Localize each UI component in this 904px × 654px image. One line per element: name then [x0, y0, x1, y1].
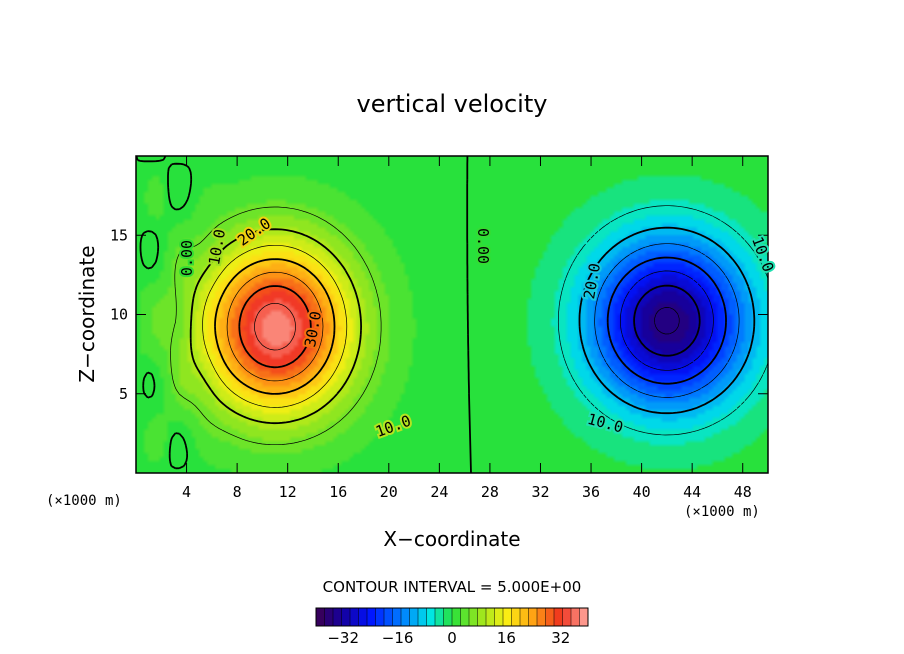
- contour-line-25: [226, 271, 324, 382]
- colorbar-swatch: [469, 608, 478, 626]
- x-tick-label: 4: [182, 483, 191, 501]
- x-tick-label: 24: [430, 483, 448, 501]
- x-tick-label: 36: [582, 483, 600, 501]
- colorbar-swatch: [401, 608, 410, 626]
- chart-title: vertical velocity: [357, 90, 548, 118]
- colorbar-tick-label: −16: [382, 629, 414, 647]
- colorbar-swatch: [409, 608, 419, 626]
- contour-line-neg35: [654, 307, 680, 335]
- colorbar-swatch: [316, 608, 325, 626]
- contour-line-30: [238, 285, 312, 369]
- x-tick-label: 12: [279, 483, 297, 501]
- contour-line-0: [136, 156, 472, 473]
- colorbar-swatch: [435, 608, 444, 626]
- x-tick-label: 40: [633, 483, 651, 501]
- contour-line-neg25: [620, 270, 714, 371]
- colorbar-swatch: [341, 608, 351, 626]
- colorbar-swatch: [333, 608, 342, 626]
- contour-line-neg30: [633, 284, 701, 357]
- y-axis-label: Z−coordinate: [75, 245, 99, 382]
- colorbar-swatch: [460, 608, 470, 626]
- y-tick-label: 10: [110, 306, 128, 324]
- x-tick-label: 44: [683, 483, 701, 501]
- colorbar-swatch: [375, 608, 385, 626]
- colorbar-swatch: [494, 608, 504, 626]
- x-tick-label: 8: [233, 483, 242, 501]
- x-axis-label: X−coordinate: [383, 527, 520, 551]
- colorbar-swatch: [392, 608, 402, 626]
- colorbar-swatch: [367, 608, 376, 626]
- colorbar-swatch: [358, 608, 368, 626]
- colorbar-swatch: [324, 608, 334, 626]
- colorbar-swatch: [554, 608, 563, 626]
- colorbar-swatch: [486, 608, 495, 626]
- colorbar-swatch: [452, 608, 461, 626]
- colorbar-tick-label: 16: [497, 629, 516, 647]
- colorbar-swatch: [426, 608, 436, 626]
- colorbar-swatch: [384, 608, 393, 626]
- contour-line-15: [202, 244, 348, 408]
- colorbar-tick-label: 0: [447, 629, 457, 647]
- colorbar-swatch: [545, 608, 555, 626]
- x-tick-label: 16: [329, 483, 347, 501]
- contour-line-neg10: [578, 226, 756, 415]
- contour-line-5: [170, 206, 382, 446]
- colorbar-swatch: [562, 608, 572, 626]
- contour-line-neg20: [606, 256, 727, 385]
- contour-line-35: [254, 302, 296, 351]
- colorbar-swatch: [537, 608, 546, 626]
- x-tick-label: 32: [531, 483, 549, 501]
- contour-line-neg15: [594, 243, 740, 398]
- x-tick-label: 28: [481, 483, 499, 501]
- velocity-field-image: [136, 156, 768, 473]
- contour-label-0-left: 0.00: [178, 240, 196, 276]
- contour-line-10: [189, 228, 362, 425]
- colorbar-swatch: [477, 608, 487, 626]
- x-tick-label: 48: [734, 483, 752, 501]
- colorbar-swatch: [503, 608, 512, 626]
- colorbar-tick-label: −32: [327, 629, 359, 647]
- contour-interval-text: CONTOUR INTERVAL = 5.000E+00: [323, 578, 582, 596]
- colorbar-swatch: [520, 608, 529, 626]
- colorbar-swatch: [571, 608, 580, 626]
- contour-label-0-mid: 0.00: [474, 228, 492, 264]
- contour-line-neg5: [557, 205, 768, 436]
- colorbar-swatch: [418, 608, 427, 626]
- colorbar-swatch: [579, 608, 589, 626]
- x-unit-right: (×1000 m): [684, 504, 760, 520]
- y-tick-label: 15: [110, 226, 128, 244]
- colorbar-swatch: [528, 608, 538, 626]
- colorbar-swatch: [350, 608, 359, 626]
- contour-line-20: [214, 258, 336, 395]
- colorbar: −32 −16 0 16 32: [315, 607, 589, 647]
- y-tick-label: 5: [119, 385, 128, 403]
- x-tick-label: 20: [380, 483, 398, 501]
- colorbar-tick-label: 32: [551, 629, 570, 647]
- contour-label-10-left: 10.0: [205, 228, 229, 267]
- colorbar-swatch: [511, 608, 521, 626]
- contour-lines: [136, 156, 768, 473]
- x-unit-left: (×1000 m): [46, 493, 122, 509]
- colorbar-frame: [315, 607, 589, 627]
- colorbar-swatch: [443, 608, 453, 626]
